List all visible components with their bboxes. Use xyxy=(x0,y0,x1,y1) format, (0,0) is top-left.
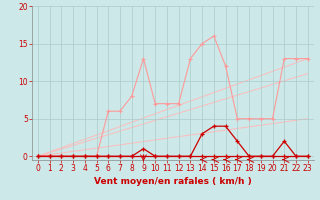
X-axis label: Vent moyen/en rafales ( km/h ): Vent moyen/en rafales ( km/h ) xyxy=(94,177,252,186)
